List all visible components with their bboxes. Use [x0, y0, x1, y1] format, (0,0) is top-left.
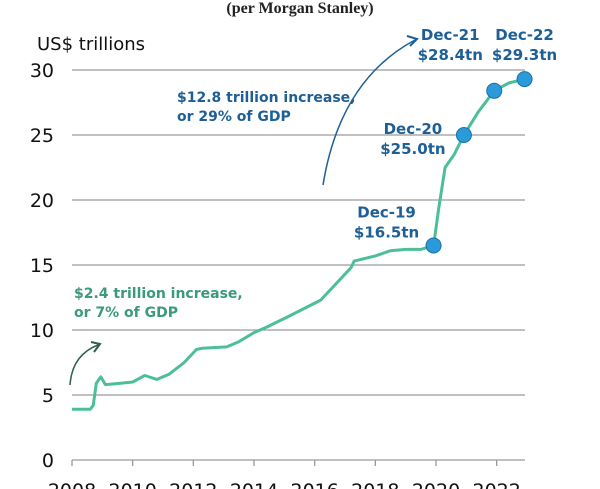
green-arrowhead-icon: [90, 341, 102, 353]
highlight-marker: [425, 237, 442, 254]
highlight-marker: [516, 71, 533, 88]
annotation-line: $2.4 trillion increase,: [74, 286, 243, 302]
chart-title: (per Morgan Stanley): [226, 0, 373, 17]
x-tick-label: 2010: [108, 480, 156, 489]
y-tick-label: 20: [30, 190, 54, 212]
debt-series-line: [72, 77, 525, 411]
point-value-label: $29.3tn: [492, 46, 557, 64]
highlight-marker: [455, 127, 472, 143]
y-tick-label: 30: [30, 60, 54, 82]
point-date-label: Dec-22: [495, 26, 554, 44]
annotation-small-increase: $2.4 trillion increase, or 7% of GDP: [74, 286, 243, 321]
annotation-line: or 7% of GDP: [74, 305, 178, 321]
point-date-label: Dec-19: [357, 204, 416, 222]
y-tick-label: 5: [42, 385, 54, 407]
point-value-label: $25.0tn: [380, 140, 445, 158]
x-tick-label: 2014: [230, 480, 278, 489]
y-axis-label: US$ trillions: [37, 34, 145, 55]
blue-arrowhead-icon: [406, 35, 419, 47]
highlight-marker: [486, 82, 503, 99]
annotation-line: $12.8 trillion increase,: [177, 90, 355, 106]
x-tick-label: 2022: [472, 480, 520, 489]
blue-annotation-arrow: [322, 39, 416, 186]
green-annotation-arrow: [69, 344, 99, 386]
y-tick-label: 25: [30, 125, 54, 147]
x-tick-label: 2008: [48, 480, 96, 489]
x-tick-label: 2018: [351, 480, 399, 489]
x-tick-label: 2016: [290, 480, 338, 489]
x-tick-label: 2020: [412, 480, 460, 489]
y-tick-label: 0: [42, 450, 54, 472]
point-value-label: $28.4tn: [418, 46, 483, 64]
y-tick-label: 15: [30, 255, 54, 277]
point-date-label: Dec-20: [384, 120, 443, 138]
annotation-large-increase: $12.8 trillion increase, or 29% of GDP: [177, 90, 355, 125]
point-date-label: Dec-21: [421, 26, 480, 44]
y-tick-label: 10: [30, 320, 54, 342]
point-value-label: $16.5tn: [354, 224, 419, 242]
x-tick-label: 2012: [169, 480, 217, 489]
annotation-line: or 29% of GDP: [177, 109, 291, 125]
